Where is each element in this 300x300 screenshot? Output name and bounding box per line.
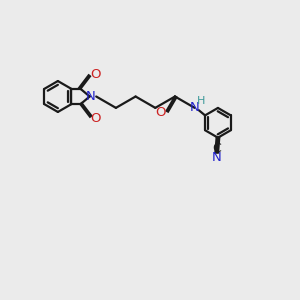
Text: O: O <box>90 112 101 125</box>
Text: H: H <box>197 96 206 106</box>
Text: N: N <box>190 101 200 114</box>
Text: N: N <box>212 152 222 164</box>
Text: N: N <box>85 90 95 103</box>
Text: O: O <box>155 106 166 119</box>
Text: C: C <box>212 142 221 155</box>
Text: O: O <box>90 68 101 81</box>
